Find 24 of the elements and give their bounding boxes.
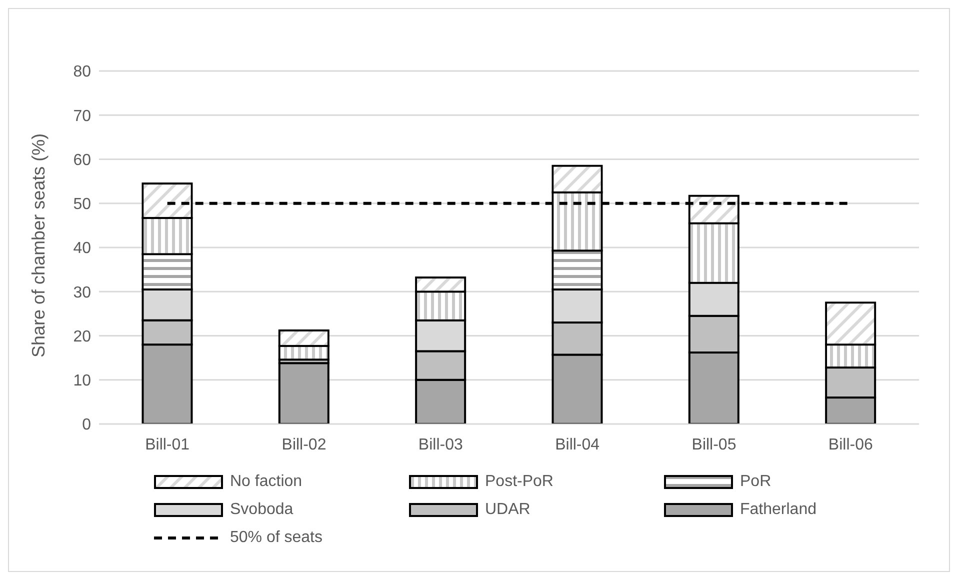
- y-axis-title: Share of chamber seats (%): [28, 133, 48, 358]
- y-tick-label: 30: [73, 284, 92, 302]
- legend-label: PoR: [740, 473, 772, 491]
- bar: [278, 362, 330, 424]
- y-tick-label: 60: [73, 152, 92, 169]
- x-tick-label: Bill-05: [692, 436, 736, 454]
- legend-label: Fatherland: [740, 501, 816, 519]
- legend-label: UDAR: [485, 501, 530, 519]
- y-tick-label: 50: [73, 196, 92, 214]
- y-tick-label: 70: [73, 108, 92, 125]
- y-tick-label: 10: [73, 372, 92, 390]
- x-tick-label: Bill-02: [282, 436, 326, 454]
- x-tick-label: Bill-01: [145, 436, 190, 454]
- legend-label: 50% of seats: [230, 529, 322, 547]
- x-tick-label: Bill-04: [555, 436, 600, 454]
- x-tick-label: Bill-03: [418, 436, 463, 454]
- y-tick-label: 40: [73, 240, 92, 258]
- legend-label: Svoboda: [230, 501, 294, 519]
- legend-label: Post-PoR: [485, 473, 554, 491]
- y-tick-label: 20: [73, 328, 92, 346]
- legend-label: No faction: [230, 473, 302, 491]
- y-tick-label: 0: [82, 416, 92, 434]
- x-tick-label: Bill-06: [828, 436, 873, 454]
- y-tick-label: 80: [73, 64, 92, 81]
